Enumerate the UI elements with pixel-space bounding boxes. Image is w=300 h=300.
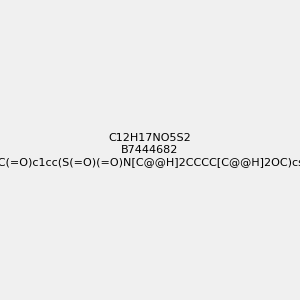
Text: C12H17NO5S2
B7444682
OC(=O)c1cc(S(=O)(=O)N[C@@H]2CCCC[C@@H]2OC)cs1: C12H17NO5S2 B7444682 OC(=O)c1cc(S(=O)(=O… xyxy=(0,134,300,166)
